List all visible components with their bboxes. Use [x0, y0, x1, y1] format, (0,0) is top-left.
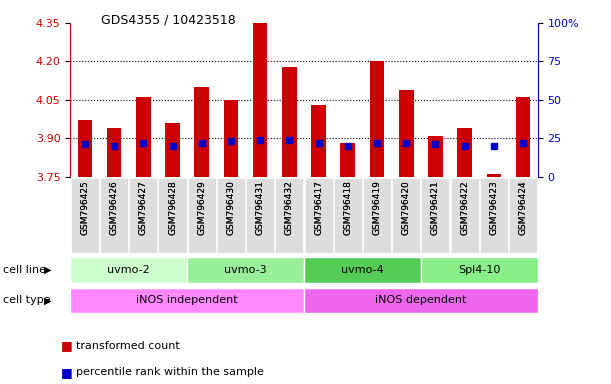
Text: uvmo-2: uvmo-2 — [108, 265, 150, 275]
Bar — [107, 128, 122, 177]
Bar — [136, 97, 150, 177]
Bar — [304, 288, 538, 313]
Text: GSM796420: GSM796420 — [401, 180, 411, 235]
Bar — [78, 120, 92, 177]
Text: GSM796428: GSM796428 — [168, 180, 177, 235]
Text: uvmo-4: uvmo-4 — [341, 265, 384, 275]
Bar — [217, 178, 245, 253]
Text: GSM796419: GSM796419 — [373, 180, 381, 235]
Bar — [187, 257, 304, 283]
Bar — [253, 23, 268, 177]
Text: GSM796423: GSM796423 — [489, 180, 499, 235]
Text: percentile rank within the sample: percentile rank within the sample — [76, 367, 264, 377]
Text: GSM796425: GSM796425 — [81, 180, 89, 235]
Text: GSM796418: GSM796418 — [343, 180, 353, 235]
Text: Spl4-10: Spl4-10 — [458, 265, 500, 275]
Bar — [224, 100, 238, 177]
Bar — [370, 61, 384, 177]
Text: GSM796430: GSM796430 — [227, 180, 235, 235]
Text: GSM796417: GSM796417 — [314, 180, 323, 235]
Bar — [334, 178, 362, 253]
Bar — [399, 89, 414, 177]
Text: GDS4355 / 10423518: GDS4355 / 10423518 — [101, 13, 236, 26]
Text: GSM796427: GSM796427 — [139, 180, 148, 235]
Text: GSM796424: GSM796424 — [519, 180, 527, 235]
Text: iNOS independent: iNOS independent — [136, 295, 238, 306]
Text: GSM796420: GSM796420 — [401, 180, 411, 235]
Text: GSM796432: GSM796432 — [285, 180, 294, 235]
Bar — [188, 178, 216, 253]
Bar — [100, 178, 128, 253]
Text: GSM796427: GSM796427 — [139, 180, 148, 235]
Bar — [304, 178, 332, 253]
Text: iNOS dependent: iNOS dependent — [375, 295, 467, 306]
Text: transformed count: transformed count — [76, 341, 180, 351]
Bar — [282, 66, 297, 177]
Bar — [71, 178, 99, 253]
Text: cell type: cell type — [3, 295, 51, 306]
Text: ▶: ▶ — [45, 265, 52, 275]
Text: GSM796432: GSM796432 — [285, 180, 294, 235]
Bar — [421, 257, 538, 283]
Text: cell line: cell line — [3, 265, 46, 275]
Bar — [158, 178, 186, 253]
Text: GSM796431: GSM796431 — [255, 180, 265, 235]
Text: GSM796428: GSM796428 — [168, 180, 177, 235]
Bar — [165, 123, 180, 177]
Text: GSM796426: GSM796426 — [109, 180, 119, 235]
Text: GSM796429: GSM796429 — [197, 180, 207, 235]
Bar — [458, 128, 472, 177]
Text: GSM796421: GSM796421 — [431, 180, 440, 235]
Text: GSM796424: GSM796424 — [519, 180, 527, 235]
Bar — [194, 87, 209, 177]
Bar — [246, 178, 274, 253]
Text: GSM796422: GSM796422 — [460, 180, 469, 235]
Bar — [509, 178, 537, 253]
Bar — [340, 143, 355, 177]
Bar — [428, 136, 443, 177]
Text: ■: ■ — [61, 366, 73, 379]
Text: GSM796421: GSM796421 — [431, 180, 440, 235]
Text: GSM796429: GSM796429 — [197, 180, 207, 235]
Text: uvmo-3: uvmo-3 — [224, 265, 267, 275]
Bar — [516, 97, 530, 177]
Bar — [70, 288, 304, 313]
Text: GSM796422: GSM796422 — [460, 180, 469, 235]
Text: GSM796423: GSM796423 — [489, 180, 499, 235]
Text: GSM796417: GSM796417 — [314, 180, 323, 235]
Bar — [276, 178, 304, 253]
Text: GSM796430: GSM796430 — [227, 180, 235, 235]
Text: GSM796431: GSM796431 — [255, 180, 265, 235]
Bar — [480, 178, 508, 253]
Bar — [392, 178, 420, 253]
Bar — [363, 178, 391, 253]
Text: ■: ■ — [61, 339, 73, 352]
Bar — [130, 178, 157, 253]
Bar — [311, 105, 326, 177]
Bar — [422, 178, 450, 253]
Bar — [451, 178, 478, 253]
Bar — [304, 257, 421, 283]
Text: GSM796419: GSM796419 — [373, 180, 381, 235]
Text: GSM796418: GSM796418 — [343, 180, 353, 235]
Text: GSM796426: GSM796426 — [109, 180, 119, 235]
Bar — [486, 174, 501, 177]
Bar — [70, 257, 187, 283]
Text: ▶: ▶ — [45, 295, 52, 306]
Text: GSM796425: GSM796425 — [81, 180, 89, 235]
